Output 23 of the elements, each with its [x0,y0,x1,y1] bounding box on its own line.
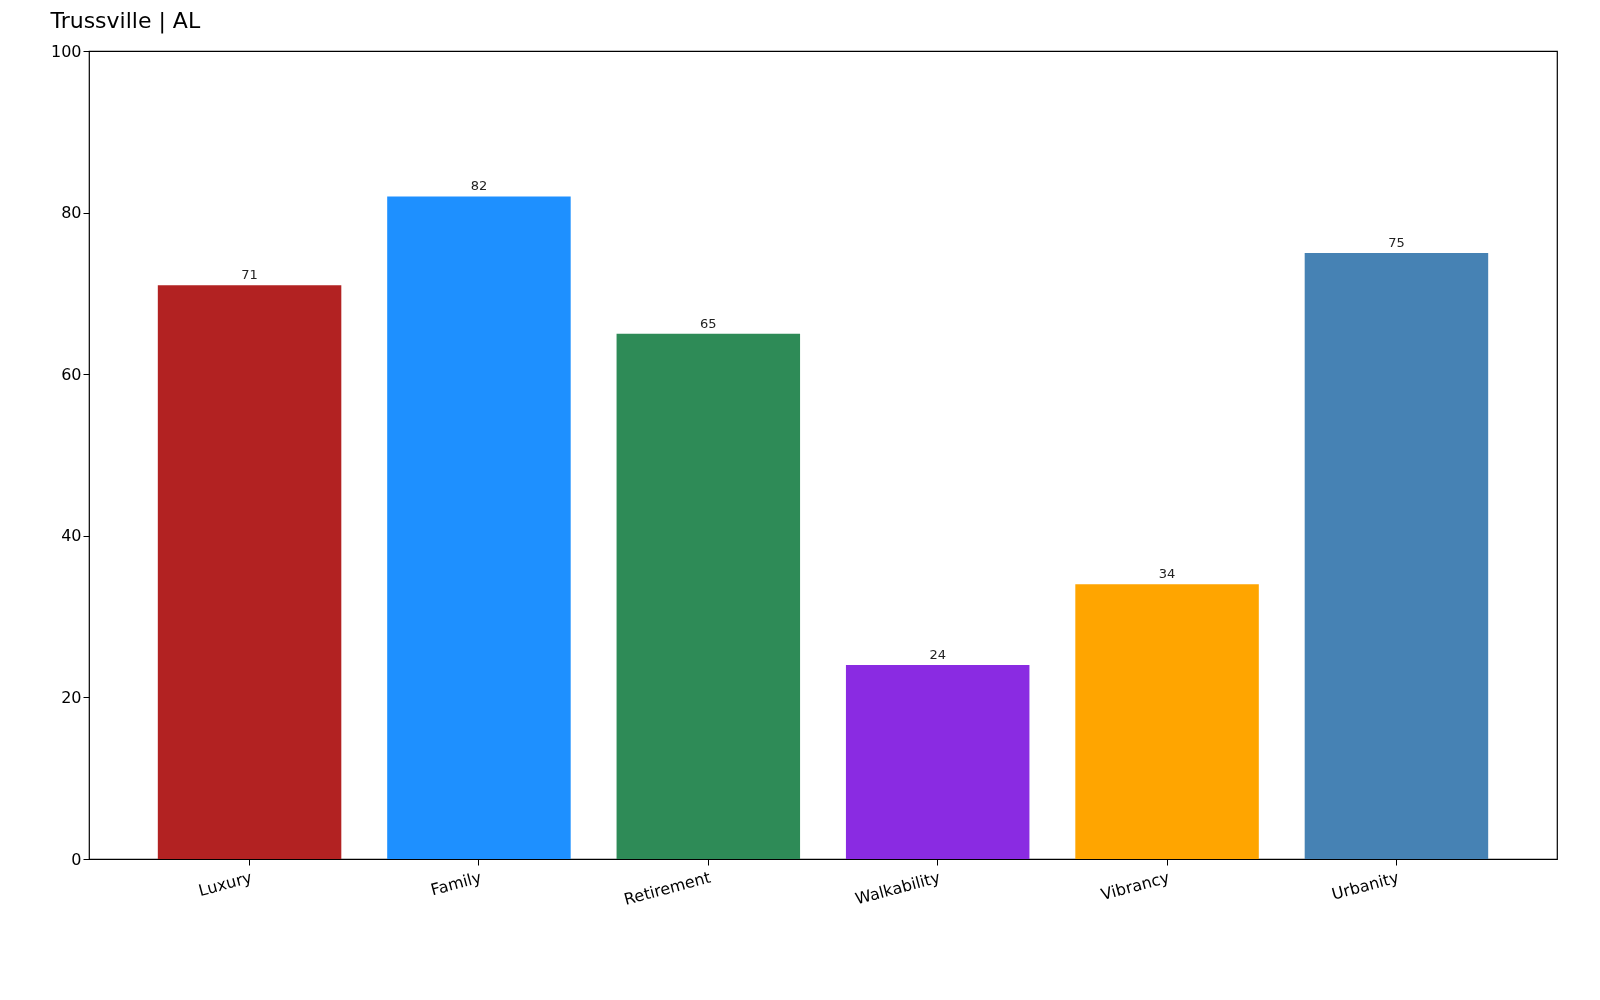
bar [157,285,342,859]
y-tick-label: 60 [61,364,82,384]
bar [845,665,1030,859]
bar [1304,253,1489,859]
y-tick-label: 100 [50,41,82,61]
bar [387,196,571,859]
x-tick-label: Vibrancy [1098,867,1172,905]
bar [1075,584,1259,859]
data-label: 24 [929,647,946,663]
y-tick-label: 20 [61,687,82,707]
y-tick-label: 40 [61,526,82,546]
data-label: 75 [1388,235,1405,250]
x-tick-label: Luxury [196,867,254,901]
data-label: 82 [470,178,488,194]
chart-title: Trussville | AL [49,8,201,34]
x-tick-label: Urbanity [1329,867,1401,904]
data-label: 34 [1158,566,1176,582]
data-label: 71 [241,267,258,283]
x-tick-label: Family [428,867,484,900]
data-label: 65 [700,315,717,331]
y-tick-label: 80 [61,203,82,223]
bar [616,333,801,859]
y-tick-label: 0 [71,849,82,869]
